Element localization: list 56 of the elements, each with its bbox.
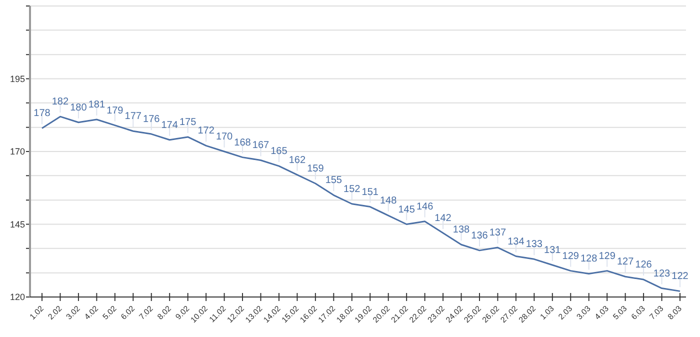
data-label: 180	[70, 102, 88, 114]
x-tick-label: 6.02	[119, 304, 137, 322]
x-tick-label: 7.03	[648, 304, 666, 322]
data-label: 167	[252, 140, 270, 152]
x-tick-label: 4.03	[593, 304, 611, 322]
data-label: 122	[672, 271, 689, 282]
data-label: 168	[234, 137, 252, 148]
data-label: 142	[434, 212, 452, 224]
data-label: 178	[34, 108, 51, 120]
x-tick-label: 6.03	[630, 304, 648, 322]
x-tick-label: 8.03	[666, 304, 684, 322]
data-label: 148	[380, 196, 398, 207]
x-tick-label: 2.02	[46, 304, 64, 322]
data-label: 131	[544, 244, 562, 256]
data-label: 129	[598, 250, 616, 262]
y-tick-label: 170	[10, 146, 25, 157]
x-tick-label: 4.02	[82, 304, 100, 322]
data-label: 126	[635, 260, 652, 271]
data-label: 159	[307, 164, 324, 175]
data-label: 170	[216, 132, 234, 142]
data-label: 145	[398, 204, 416, 216]
data-label: 162	[288, 154, 306, 166]
data-label: 151	[362, 186, 379, 198]
data-label: 146	[416, 201, 434, 212]
data-label: 129	[562, 250, 580, 262]
x-tick-label: 5.02	[100, 304, 119, 322]
data-label: 177	[124, 111, 142, 122]
y-tick-label: 145	[10, 219, 25, 230]
data-label: 174	[161, 120, 178, 131]
data-label: 128	[580, 254, 598, 265]
x-tick-label: 7.02	[137, 304, 156, 322]
data-label: 123	[653, 268, 671, 280]
data-label: 138	[452, 224, 470, 236]
data-label: 127	[616, 256, 634, 268]
data-label: 182	[52, 96, 70, 108]
data-label: 175	[179, 116, 197, 128]
y-tick-label: 195	[10, 74, 25, 84]
data-label: 133	[526, 239, 543, 250]
x-tick-label: 3.02	[64, 304, 82, 322]
data-label: 137	[489, 228, 506, 239]
x-tick-label: 1.02	[28, 304, 46, 322]
data-label: 179	[106, 105, 124, 116]
data-label: 134	[508, 236, 525, 248]
data-label: 176	[143, 114, 160, 126]
x-tick-label: 8.02	[156, 304, 174, 322]
y-tick-label: 120	[10, 292, 25, 302]
data-label: 165	[270, 146, 288, 158]
x-tick-label: 9.02	[174, 304, 192, 322]
data-label: 152	[344, 184, 361, 195]
x-tick-label: 1.03	[538, 304, 556, 322]
x-tick-label: 5.03	[611, 304, 630, 322]
x-tick-label: 3.03	[574, 304, 593, 322]
data-label: 181	[88, 99, 106, 110]
data-label: 172	[198, 126, 215, 137]
data-label: 136	[471, 230, 488, 242]
data-label: 155	[325, 175, 342, 186]
